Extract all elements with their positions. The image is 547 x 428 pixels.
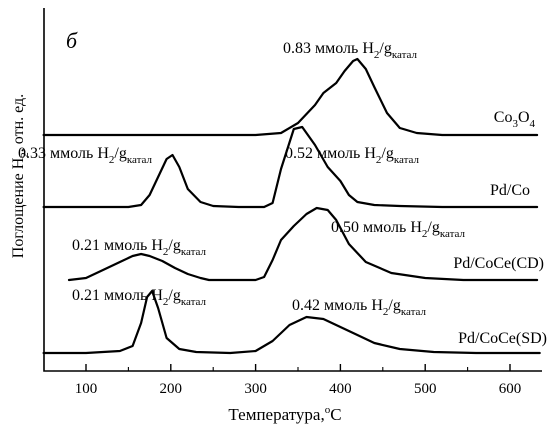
annotation-1: 0.83 ммоль H2/gкатал [283, 40, 418, 61]
panel-label: б [66, 28, 78, 53]
x-tick-label: 200 [160, 381, 183, 397]
series-line-3 [67, 206, 539, 282]
axis-frame [43, 8, 542, 372]
x-tick-label: 100 [75, 381, 98, 397]
series-label-3: Pd/CoCe(CD) [453, 255, 544, 272]
x-axis-label: Температура,oC [228, 404, 341, 424]
x-tick-label: 400 [329, 381, 352, 397]
text-labels: Температура,oC Поглощение H2, отн. ед. б Co… [10, 28, 547, 424]
series-label-1: Co3O4 [494, 109, 536, 130]
annotation-4: 0.21 ммоль H2/gкатал [72, 237, 207, 258]
y-axis-label: Поглощение H2, отн. ед. [10, 94, 31, 258]
x-tick-label: 500 [414, 381, 437, 397]
series-line-1 [42, 57, 539, 137]
annotation-2: 0.33 ммоль H2/gкатал [18, 145, 153, 166]
series-label-2: Pd/Co [490, 182, 530, 199]
traces [42, 57, 541, 355]
series-line-2 [42, 125, 539, 209]
annotation-5: 0.50 ммоль H2/gкатал [331, 219, 466, 240]
annotation-3: 0.52 ммоль H2/gкатал [285, 145, 420, 166]
x-tick-label: 300 [244, 381, 267, 397]
series-label-4: Pd/CoCe(SD) [458, 330, 547, 347]
plot-axes: 100 200 300 400 500 600 [43, 8, 542, 397]
annotation-6: 0.21 ммоль H2/gкатал [72, 287, 207, 308]
x-tick-label: 600 [499, 381, 522, 397]
annotation-7: 0.42 ммоль H2/gкатал [292, 297, 427, 318]
series-line-4 [42, 289, 541, 355]
